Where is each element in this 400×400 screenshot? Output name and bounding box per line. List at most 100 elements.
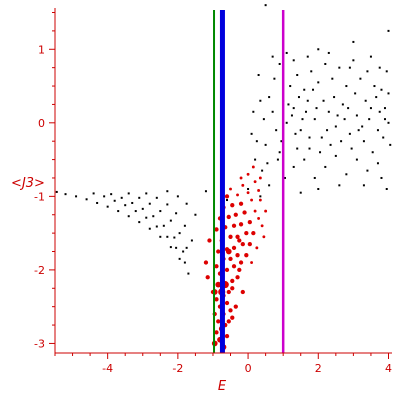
black-point: [338, 66, 341, 69]
black-point: [334, 125, 337, 128]
black-point: [255, 140, 258, 143]
black-point: [326, 129, 329, 132]
x-tick-label: 2: [315, 362, 322, 375]
black-point: [173, 236, 176, 239]
black-point: [127, 215, 130, 218]
black-point: [155, 225, 158, 228]
red-point: [225, 248, 232, 255]
black-point: [262, 118, 265, 121]
black-point: [268, 96, 271, 99]
red-point: [235, 234, 240, 239]
y-axis-ticks: 1 0 -1 -2 -3: [34, 12, 55, 350]
red-point: [238, 260, 244, 265]
black-point: [141, 207, 144, 210]
black-point: [159, 210, 162, 213]
black-point: [371, 151, 374, 154]
black-point: [194, 213, 197, 216]
black-point: [259, 195, 262, 198]
black-point: [359, 77, 362, 80]
red-point: [214, 330, 219, 335]
black-point: [226, 199, 229, 202]
black-point: [289, 85, 292, 88]
black-point: [378, 66, 381, 69]
black-point: [292, 165, 295, 168]
black-point: [187, 272, 190, 275]
red-point: [250, 198, 254, 202]
black-point: [317, 188, 320, 191]
y-tick-label: -2: [34, 264, 45, 277]
black-point: [273, 77, 276, 80]
black-point: [364, 99, 367, 102]
black-point: [276, 158, 279, 161]
black-point: [292, 59, 295, 62]
red-point: [231, 264, 237, 269]
black-point: [383, 107, 386, 110]
red-point: [260, 224, 264, 228]
black-point: [333, 96, 336, 99]
red-point: [205, 275, 210, 280]
black-point: [327, 110, 330, 113]
black-point: [183, 261, 186, 264]
black-point: [283, 176, 286, 179]
black-point: [166, 235, 169, 238]
black-point: [375, 96, 378, 99]
points-layer: [55, 4, 392, 350]
black-point: [350, 147, 353, 150]
red-point: [244, 253, 249, 258]
black-point: [378, 110, 381, 113]
black-point: [329, 143, 332, 146]
black-point: [169, 246, 172, 249]
black-point: [190, 239, 193, 242]
x-tick-label: -2: [172, 362, 183, 375]
red-point: [224, 267, 230, 273]
black-point: [304, 110, 307, 113]
black-point: [175, 212, 178, 215]
black-point: [254, 158, 257, 161]
black-point: [315, 107, 318, 110]
y-tick-label: -3: [34, 337, 45, 350]
red-point: [237, 267, 242, 273]
black-point: [287, 103, 290, 106]
black-point: [317, 81, 320, 84]
black-point: [387, 92, 390, 95]
black-point: [266, 162, 269, 165]
red-point: [229, 187, 232, 191]
black-point: [376, 129, 379, 132]
black-point: [259, 99, 262, 102]
black-point: [366, 169, 369, 172]
red-point: [233, 212, 238, 217]
black-point: [345, 173, 348, 176]
red-point: [242, 210, 247, 215]
black-point: [354, 92, 357, 95]
black-point: [341, 103, 344, 106]
red-point: [203, 260, 209, 265]
black-point: [299, 129, 302, 132]
black-point: [175, 246, 178, 249]
black-point: [148, 227, 151, 230]
black-point: [382, 136, 385, 139]
black-point: [303, 88, 306, 91]
black-point: [178, 257, 181, 260]
black-point: [361, 125, 364, 128]
red-point: [231, 245, 237, 250]
black-point: [285, 51, 288, 54]
black-point: [296, 74, 299, 77]
black-point: [313, 118, 316, 121]
black-point: [306, 99, 309, 102]
red-point: [246, 191, 250, 195]
black-point: [319, 151, 322, 154]
red-point: [224, 300, 230, 306]
black-point: [103, 195, 106, 198]
black-point: [362, 140, 365, 143]
black-point: [204, 190, 207, 193]
black-point: [296, 147, 299, 150]
black-point: [357, 129, 360, 132]
red-point: [240, 289, 245, 295]
black-point: [166, 203, 169, 206]
black-point: [290, 114, 293, 117]
red-point: [216, 249, 221, 254]
black-point: [271, 110, 274, 113]
black-point: [92, 192, 95, 195]
